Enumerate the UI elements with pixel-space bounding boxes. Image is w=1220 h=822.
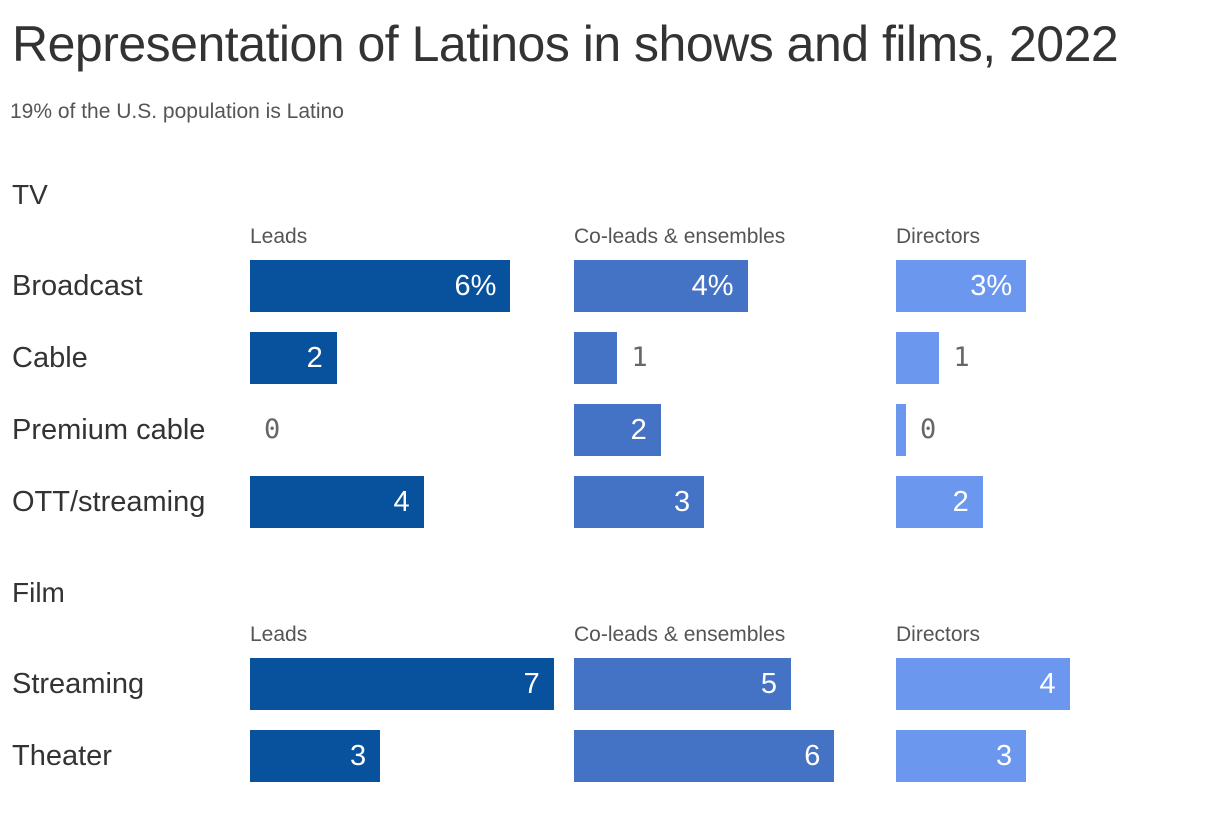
row-label-premium-cable: Premium cable: [12, 414, 206, 446]
column-header-leads: Leads: [250, 225, 308, 248]
column-header-directors: Directors: [896, 225, 981, 248]
bar-label-tv-cable-co-leads-ensembles: 1: [631, 342, 648, 373]
bar-tv-ott-streaming-directors: [896, 476, 983, 528]
bar-label-film-streaming-directors: 4: [1039, 668, 1056, 700]
bar-label-tv-ott-streaming-leads: 4: [393, 486, 410, 518]
bar-label-tv-premium-cable-co-leads-ensembles: 2: [630, 414, 647, 446]
bar-label-film-theater-leads: 3: [350, 740, 367, 772]
bar-label-tv-broadcast-co-leads-ensembles: 4%: [691, 270, 734, 302]
chart-subtitle: 19% of the U.S. population is Latino: [10, 100, 344, 123]
bar-label-film-theater-co-leads-ensembles: 6: [804, 740, 821, 772]
row-label-streaming: Streaming: [12, 668, 145, 700]
bar-tv-ott-streaming-leads: [250, 476, 424, 528]
bar-tv-broadcast-leads: [250, 260, 511, 312]
bar-film-streaming-co-leads-ensembles: [574, 658, 791, 710]
bar-label-film-streaming-leads: 7: [523, 668, 540, 700]
bar-tv-cable-directors: [896, 332, 940, 384]
bar-film-theater-leads: [250, 730, 381, 782]
bar-label-film-streaming-co-leads-ensembles: 5: [760, 668, 777, 700]
bar-film-streaming-leads: [250, 658, 554, 710]
bar-label-tv-premium-cable-leads: 0: [264, 414, 281, 445]
bar-tv-cable-leads: [250, 332, 337, 384]
bar-film-theater-directors: [896, 730, 1027, 782]
bar-tv-broadcast-directors: [896, 260, 1027, 312]
bar-film-theater-co-leads-ensembles: [574, 730, 835, 782]
row-label-broadcast: Broadcast: [12, 270, 143, 302]
row-label-ott-streaming: OTT/streaming: [12, 486, 206, 518]
bar-label-tv-broadcast-leads: 6%: [454, 270, 497, 302]
section-title-tv: TV: [12, 179, 48, 210]
bar-label-tv-cable-directors: 1: [953, 342, 970, 373]
bar-label-tv-cable-leads: 2: [306, 342, 323, 374]
bar-tv-premium-cable-co-leads-ensembles: [574, 404, 661, 456]
column-header-directors: Directors: [896, 623, 981, 646]
column-header-co-leads-ensembles: Co-leads & ensembles: [574, 623, 786, 646]
bar-tv-premium-cable-directors: [896, 404, 906, 456]
chart-title: Representation of Latinos in shows and f…: [12, 16, 1119, 72]
bar-label-tv-broadcast-directors: 3%: [970, 270, 1013, 302]
bar-tv-ott-streaming-co-leads-ensembles: [574, 476, 705, 528]
bar-tv-cable-co-leads-ensembles: [574, 332, 618, 384]
bar-label-film-theater-directors: 3: [996, 740, 1013, 772]
bar-film-streaming-directors: [896, 658, 1070, 710]
section-title-film: Film: [12, 577, 65, 608]
bar-label-tv-premium-cable-directors: 0: [920, 414, 937, 445]
bar-label-tv-ott-streaming-co-leads-ensembles: 3: [674, 486, 691, 518]
row-label-cable: Cable: [12, 342, 88, 374]
bar-label-tv-ott-streaming-directors: 2: [952, 486, 969, 518]
column-header-leads: Leads: [250, 623, 308, 646]
column-header-co-leads-ensembles: Co-leads & ensembles: [574, 225, 786, 248]
row-label-theater: Theater: [12, 740, 112, 772]
bar-tv-broadcast-co-leads-ensembles: [574, 260, 748, 312]
